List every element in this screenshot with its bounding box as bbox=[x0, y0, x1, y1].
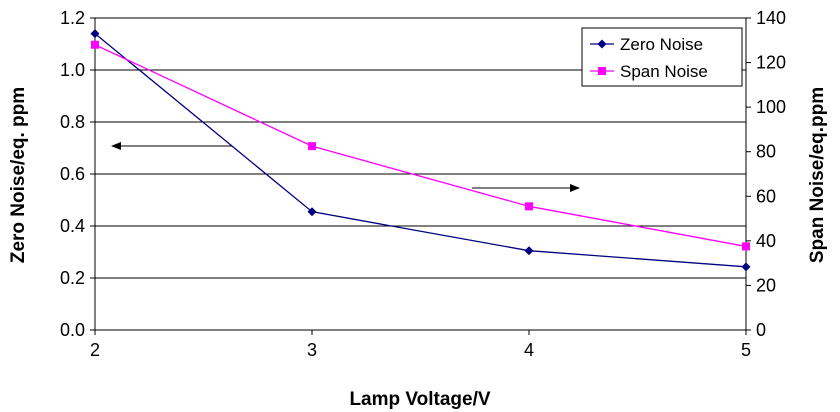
right-axis-ticks: 0 20 40 60 80 100 120 140 bbox=[746, 8, 786, 340]
right-tick-label: 20 bbox=[756, 275, 776, 295]
left-tick-label: 0.0 bbox=[60, 320, 85, 340]
data-point-marker bbox=[91, 40, 99, 49]
x-tick-label: 3 bbox=[307, 340, 317, 360]
data-point-marker bbox=[598, 67, 606, 75]
series-line bbox=[94, 44, 747, 248]
data-point-marker bbox=[741, 262, 751, 272]
left-axis-title: Zero Noise/eq. ppm bbox=[8, 87, 29, 263]
x-tick-label: 2 bbox=[90, 340, 100, 360]
axis-pointer-arrows bbox=[111, 142, 580, 192]
data-point-marker bbox=[90, 29, 100, 39]
series-span-noise bbox=[91, 40, 750, 251]
x-tick-label: 5 bbox=[741, 340, 751, 360]
left-axis-ticks: 0.0 0.2 0.4 0.6 0.8 1.0 1.2 bbox=[60, 8, 95, 340]
data-point-marker bbox=[308, 142, 316, 151]
data-point-marker bbox=[525, 202, 533, 211]
left-tick-label: 1.2 bbox=[60, 8, 85, 28]
left-tick-label: 0.6 bbox=[60, 164, 85, 184]
left-tick-label: 0.2 bbox=[60, 268, 85, 288]
x-axis-ticks: 2 3 4 5 bbox=[90, 330, 751, 360]
series-zero-noise bbox=[90, 29, 751, 272]
right-tick-label: 0 bbox=[756, 320, 766, 340]
legend-item: Span Noise bbox=[590, 62, 708, 81]
x-tick-label: 4 bbox=[524, 340, 534, 360]
left-tick-label: 0.8 bbox=[60, 112, 85, 132]
series-line bbox=[94, 33, 747, 268]
data-point-marker bbox=[307, 207, 317, 217]
legend-label: Zero Noise bbox=[620, 35, 703, 54]
right-tick-label: 60 bbox=[756, 186, 776, 206]
right-tick-label: 100 bbox=[756, 97, 786, 117]
data-point-marker bbox=[597, 39, 607, 49]
data-point-marker bbox=[524, 246, 534, 256]
legend-label: Span Noise bbox=[620, 62, 708, 81]
left-tick-label: 1.0 bbox=[60, 60, 85, 80]
data-point-marker bbox=[742, 242, 750, 251]
series-layer bbox=[90, 29, 751, 272]
right-tick-label: 40 bbox=[756, 231, 776, 251]
x-axis-title: Lamp Voltage/V bbox=[349, 389, 490, 410]
right-tick-label: 80 bbox=[756, 142, 776, 162]
right-tick-label: 120 bbox=[756, 53, 786, 73]
legend-box bbox=[581, 27, 743, 87]
legend-item: Zero Noise bbox=[590, 35, 703, 54]
right-axis-title: Span Noise/eq.ppm bbox=[807, 87, 828, 263]
left-tick-label: 0.4 bbox=[60, 216, 85, 236]
right-tick-label: 140 bbox=[756, 8, 786, 28]
legend: Zero Noise Span Noise bbox=[581, 27, 743, 87]
